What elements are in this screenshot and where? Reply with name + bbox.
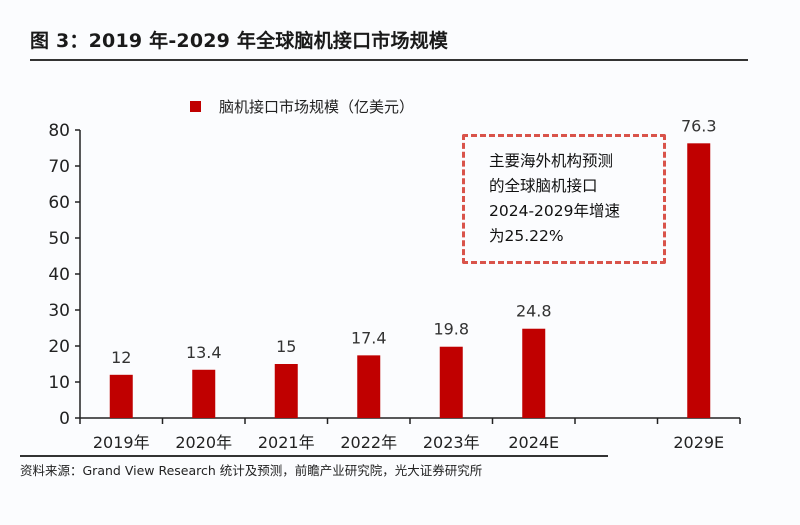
x-tick-label: 2022年 xyxy=(340,433,397,452)
bar xyxy=(687,143,711,418)
y-tick-label: 70 xyxy=(48,157,70,177)
bar xyxy=(522,328,546,418)
title-divider xyxy=(30,59,748,61)
y-tick-label: 40 xyxy=(48,265,70,285)
annotation-line: 的全球脑机接口 xyxy=(489,177,598,195)
bar xyxy=(357,355,381,418)
source-divider xyxy=(20,455,608,457)
y-tick-label: 20 xyxy=(48,337,70,357)
source-note: 资料来源：Grand View Research 统计及预测，前瞻产业研究院，光… xyxy=(20,463,483,478)
y-tick-label: 60 xyxy=(48,193,70,213)
data-label: 15 xyxy=(276,337,296,356)
x-tick-label: 2020年 xyxy=(175,433,232,452)
data-label: 12 xyxy=(111,348,131,367)
y-tick-label: 10 xyxy=(48,373,70,393)
x-tick-labels: 2019年 2020年 2021年 2022年 2023年 2024E 2029E xyxy=(93,433,724,452)
legend-label: 脑机接口市场规模（亿美元） xyxy=(219,98,415,116)
data-label: 76.3 xyxy=(681,116,717,135)
bar xyxy=(274,364,298,418)
y-tick-label: 80 xyxy=(48,121,70,141)
chart-title: 图 3：2019 年-2029 年全球脑机接口市场规模 xyxy=(30,30,449,52)
x-tick-label: 2021年 xyxy=(258,433,315,452)
bar xyxy=(439,346,463,418)
y-tick-label: 30 xyxy=(48,301,70,321)
annotation-line: 主要海外机构预测 xyxy=(489,152,614,170)
bars xyxy=(109,143,711,418)
annotation-line: 为25.22% xyxy=(489,227,564,245)
legend: 脑机接口市场规模（亿美元） xyxy=(190,96,414,117)
y-axis: 0 10 20 30 40 50 60 70 80 xyxy=(48,121,81,429)
y-tick-label: 50 xyxy=(48,229,70,249)
data-label: 24.8 xyxy=(516,302,552,321)
data-labels: 12 13.4 15 17.4 19.8 24.8 76.3 xyxy=(111,116,716,366)
x-tick-label: 2024E xyxy=(508,433,559,452)
bar xyxy=(109,374,133,418)
x-axis xyxy=(79,417,741,424)
data-label: 13.4 xyxy=(186,343,222,362)
x-tick-label: 2023年 xyxy=(423,433,480,452)
x-tick-label: 2029E xyxy=(673,433,724,452)
y-tick-label: 0 xyxy=(59,409,70,429)
data-label: 17.4 xyxy=(351,328,387,347)
annotation-box: 主要海外机构预测 的全球脑机接口 2024-2029年增速 为25.22% xyxy=(462,134,666,264)
x-tick-label: 2019年 xyxy=(93,433,150,452)
legend-swatch xyxy=(190,101,201,112)
annotation-line: 2024-2029年增速 xyxy=(489,202,620,220)
data-label: 19.8 xyxy=(433,320,469,339)
bar xyxy=(192,369,216,418)
